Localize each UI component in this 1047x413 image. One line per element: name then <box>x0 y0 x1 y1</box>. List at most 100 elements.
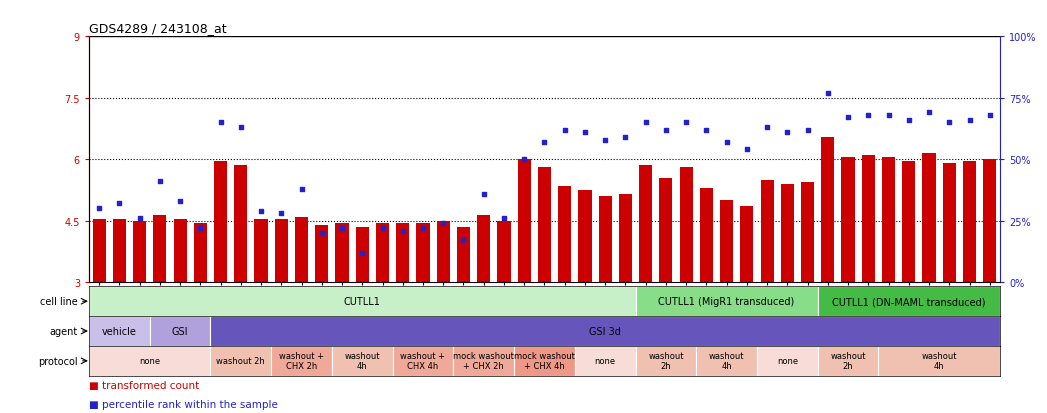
Text: none: none <box>777 356 798 366</box>
Bar <box>639 166 652 282</box>
Text: GSI 3d: GSI 3d <box>589 326 621 336</box>
Text: washout +
CHX 2h: washout + CHX 2h <box>280 351 324 370</box>
Bar <box>356 227 369 282</box>
Text: protocol: protocol <box>39 356 79 366</box>
Bar <box>538 168 551 282</box>
Bar <box>453 346 514 376</box>
Point <box>354 250 371 256</box>
Point <box>313 230 330 237</box>
Bar <box>720 201 733 282</box>
Point <box>252 208 269 215</box>
Bar <box>922 154 936 282</box>
Bar <box>396 223 409 282</box>
Bar <box>477 215 490 282</box>
Text: washout +
CHX 4h: washout + CHX 4h <box>401 351 445 370</box>
Bar <box>575 346 636 376</box>
Text: none: none <box>139 356 160 366</box>
Bar <box>660 178 672 282</box>
Bar <box>295 217 308 282</box>
Bar <box>133 221 147 282</box>
Text: CUTLL1 (MigR1 transduced): CUTLL1 (MigR1 transduced) <box>659 297 795 306</box>
Point <box>981 112 998 119</box>
Bar <box>274 219 288 282</box>
Text: washout
4h: washout 4h <box>921 351 957 370</box>
Bar <box>315 225 329 282</box>
Bar <box>376 223 389 282</box>
Bar <box>578 190 592 282</box>
Bar <box>882 158 895 282</box>
Bar <box>942 164 956 282</box>
Point <box>738 147 755 153</box>
Point <box>152 178 169 185</box>
Bar <box>113 219 126 282</box>
Point <box>860 112 876 119</box>
Point <box>374 225 391 232</box>
Text: GDS4289 / 243108_at: GDS4289 / 243108_at <box>89 21 226 35</box>
Text: washout
4h: washout 4h <box>709 351 744 370</box>
Point <box>638 120 654 126</box>
Point <box>920 110 937 116</box>
Point <box>395 228 411 234</box>
Point <box>617 135 633 141</box>
Bar <box>818 346 878 376</box>
Text: mock washout
+ CHX 4h: mock washout + CHX 4h <box>514 351 575 370</box>
Point <box>273 211 290 217</box>
Bar <box>497 221 511 282</box>
Bar <box>903 162 915 282</box>
Point <box>232 125 249 131</box>
Text: washout 2h: washout 2h <box>217 356 265 366</box>
Point <box>718 139 735 146</box>
Point <box>840 115 856 121</box>
Bar <box>757 346 818 376</box>
Bar <box>153 215 166 282</box>
Bar <box>332 346 393 376</box>
Bar <box>818 287 1000 316</box>
Point <box>415 225 431 232</box>
Text: washout
2h: washout 2h <box>648 351 684 370</box>
Point <box>536 139 553 146</box>
Text: CUTLL1: CUTLL1 <box>343 297 381 306</box>
Bar <box>740 207 754 282</box>
Text: ■ transformed count: ■ transformed count <box>89 380 199 390</box>
Bar <box>760 180 774 282</box>
Point <box>779 130 796 136</box>
Bar <box>558 186 572 282</box>
Bar <box>271 346 332 376</box>
Bar <box>801 182 815 282</box>
Bar <box>619 195 632 282</box>
Point <box>213 120 229 126</box>
Bar <box>89 346 210 376</box>
Bar <box>696 346 757 376</box>
Text: CUTLL1 (DN-MAML transduced): CUTLL1 (DN-MAML transduced) <box>832 297 985 306</box>
Point <box>961 117 978 124</box>
Bar <box>514 346 575 376</box>
Bar <box>254 219 268 282</box>
Text: washout
4h: washout 4h <box>344 351 380 370</box>
Bar <box>335 223 349 282</box>
Bar <box>862 156 875 282</box>
Bar <box>599 197 611 282</box>
Bar <box>456 227 470 282</box>
Point <box>516 157 533 163</box>
Bar <box>393 346 453 376</box>
Point <box>658 127 674 134</box>
Bar <box>517 160 531 282</box>
Bar <box>214 162 227 282</box>
Bar <box>235 166 247 282</box>
Point <box>698 127 715 134</box>
Bar <box>150 316 210 346</box>
Point <box>881 112 897 119</box>
Point <box>111 201 128 207</box>
Text: vehicle: vehicle <box>102 326 137 336</box>
Bar <box>437 221 450 282</box>
Bar <box>842 158 854 282</box>
Point <box>495 216 512 222</box>
Point <box>941 120 958 126</box>
Point <box>293 186 310 192</box>
Text: mock washout
+ CHX 2h: mock washout + CHX 2h <box>453 351 514 370</box>
Text: ■ percentile rank within the sample: ■ percentile rank within the sample <box>89 399 277 409</box>
Bar <box>963 162 976 282</box>
Bar <box>194 223 207 282</box>
Point <box>556 127 573 134</box>
Bar <box>92 219 106 282</box>
